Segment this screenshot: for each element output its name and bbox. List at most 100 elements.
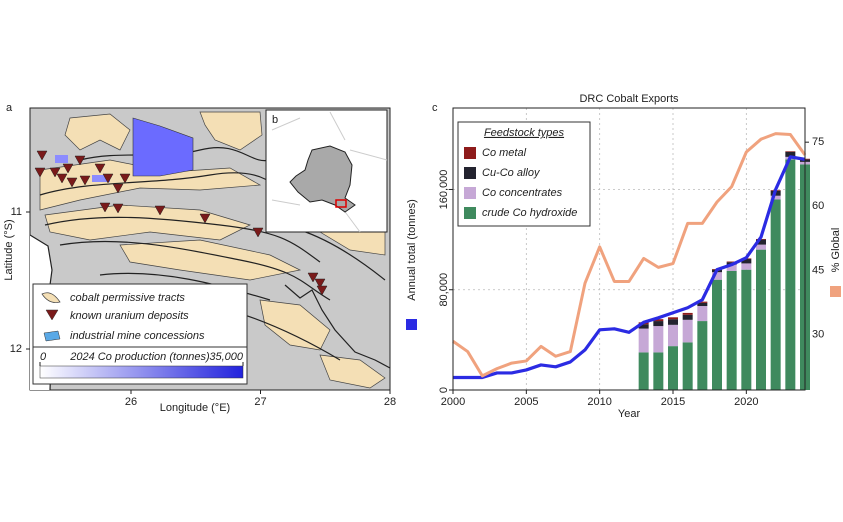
legend-swatch [464, 167, 476, 179]
uranium-deposit [36, 150, 48, 161]
bar-segment [756, 249, 766, 390]
uranium-deposit [49, 167, 61, 178]
inset-borders [271, 111, 388, 233]
plot-frame [452, 107, 806, 391]
bar-segment [741, 259, 752, 264]
y-axis-label: Latitude (°S) [3, 219, 15, 280]
map-panel: a 26 27 28 11 12 Longitude (°E) Latitude (°S… [3, 102, 396, 414]
x-axis-label: Longitude (°E) [160, 402, 230, 414]
uranium-deposit [56, 173, 68, 184]
y2-tick-label: 30 [812, 328, 824, 340]
bar-segment [756, 239, 766, 245]
border [284, 284, 391, 369]
uranium-deposit [79, 175, 91, 186]
uranium-deposit [316, 285, 328, 296]
colorbar [39, 365, 244, 379]
bar-segment [785, 151, 796, 152]
fault [299, 229, 386, 281]
bar-segment [770, 199, 781, 390]
bar-segment [741, 263, 752, 270]
bar-segment [668, 317, 678, 320]
bar-segment [668, 346, 678, 390]
line [452, 132, 807, 378]
uranium-deposit [62, 163, 74, 174]
uranium-deposit [94, 163, 106, 174]
x-tick-label: 2000 [441, 396, 465, 408]
x-tick-label: 2015 [661, 396, 685, 408]
legend: Feedstock types Co metal Cu-Co alloy Co con… [457, 121, 591, 227]
y2-tick-label: 75 [812, 136, 824, 148]
bar-segment [726, 261, 737, 263]
uranium-deposit [112, 203, 124, 214]
y-tick-label: 0 [438, 387, 450, 393]
bar-segment [682, 342, 693, 390]
drc-outline [289, 145, 356, 213]
bar-segment [726, 264, 737, 271]
y2-tick-label: 45 [812, 264, 824, 276]
tract [319, 354, 386, 389]
x-tick-label: 26 [125, 396, 137, 408]
bar-segment [756, 244, 766, 250]
tract [44, 204, 251, 241]
panel-label: b [272, 114, 278, 126]
legend-label: Co concentrates [482, 187, 563, 199]
uranium-deposit [34, 167, 46, 178]
y-tick-label: 80,000 [438, 273, 450, 307]
uranium-deposit [314, 278, 326, 289]
bar-segment [638, 328, 649, 353]
y-tick-label: 11 [11, 206, 22, 218]
panel-label: a [6, 102, 13, 114]
x-tick-label: 2005 [514, 396, 538, 408]
uranium-deposit [154, 205, 166, 216]
colorbar-tick-label: 35,000 [209, 351, 244, 363]
colorbar-title: 2024 Co production (tonnes) [69, 351, 210, 363]
tract [119, 239, 302, 281]
uranium-deposit [102, 173, 114, 184]
fault [44, 216, 321, 263]
y2-tick-label: 60 [812, 200, 824, 212]
bar-segment [668, 319, 678, 325]
bar-segment [697, 301, 708, 303]
uranium-deposit [307, 272, 319, 283]
legend-label: Co metal [482, 147, 527, 159]
x-tick-label: 28 [384, 396, 396, 408]
uranium-deposit [66, 177, 78, 188]
legend-title: Feedstock types [484, 127, 565, 139]
bar-segment [668, 324, 678, 347]
y2-axis-label: % Global [830, 228, 842, 273]
bar-segment [697, 302, 708, 307]
uranium-deposit [112, 183, 124, 194]
uranium-deposit [99, 202, 111, 213]
bar-segment [697, 321, 708, 390]
bar-segment [653, 352, 664, 390]
legend-label: crude Co hydroxide [482, 207, 577, 219]
legend-label: cobalt permissive tracts [70, 292, 185, 304]
fault [59, 240, 331, 301]
bar-segment [682, 319, 693, 343]
fault [99, 272, 271, 301]
bar-segment [726, 270, 737, 390]
bar-segment [770, 195, 781, 200]
bar-segment [682, 312, 693, 315]
bar-segment [638, 324, 649, 329]
uranium-deposit [199, 213, 211, 224]
bar-segment [653, 321, 664, 327]
uranium-deposit [252, 227, 264, 238]
line [453, 155, 806, 380]
bar-segment [741, 269, 752, 390]
y-axis-swatch [406, 319, 417, 330]
legend-label: Cu-Co alloy [482, 167, 541, 179]
legend-swatch [41, 292, 61, 303]
legend-swatch [43, 330, 61, 342]
tract [64, 113, 131, 151]
bar-segment [712, 272, 722, 280]
x-tick-label: 27 [254, 396, 266, 408]
legend-label: known uranium deposits [70, 310, 189, 322]
legend-label: industrial mine concessions [70, 330, 205, 342]
chart-title: DRC Cobalt Exports [579, 93, 679, 105]
legend-swatch [464, 207, 476, 219]
y-axis-label: Annual total (tonnes) [406, 199, 418, 301]
bar-segment [785, 151, 796, 157]
uranium-deposit [119, 173, 131, 184]
inset-panel: b [265, 109, 388, 233]
